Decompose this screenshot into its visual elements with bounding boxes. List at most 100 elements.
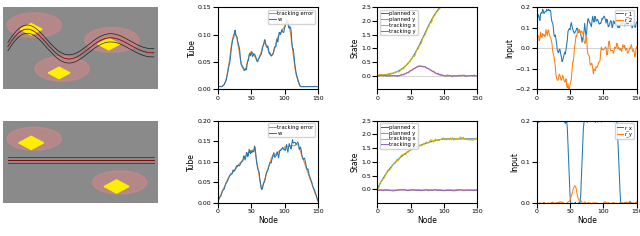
Line: planned y: planned y [377, 66, 477, 76]
planned x [440, 137, 448, 140]
tracking error [250, 149, 257, 152]
tracking y [409, 68, 417, 71]
tracking y [451, 190, 458, 192]
planned y [445, 74, 452, 77]
w [313, 195, 321, 198]
Line: tracking error: tracking error [218, 144, 318, 202]
tracking x [472, 137, 480, 139]
r_x [604, 119, 612, 122]
r_2 [569, 60, 577, 63]
r_2 [595, 61, 603, 64]
r_y [532, 201, 540, 204]
planned y [473, 74, 481, 77]
w [314, 85, 322, 88]
planned y [435, 73, 443, 76]
w [275, 156, 282, 159]
r_1 [532, 34, 540, 37]
planned x [436, 138, 444, 141]
tracking x [422, 141, 430, 143]
Legend: planned x, planned y, tracking x, tracking y: planned x, planned y, tracking x, tracki… [380, 10, 417, 35]
tracking y [415, 64, 423, 67]
tracking error [284, 145, 292, 148]
r_y [598, 203, 605, 206]
w [284, 18, 291, 21]
w [262, 46, 270, 48]
tracking y [473, 74, 481, 77]
Legend: tracking error, w: tracking error, w [268, 10, 316, 24]
planned x [422, 30, 430, 33]
planned y [434, 189, 442, 191]
Ellipse shape [7, 13, 61, 38]
planned y [456, 188, 463, 191]
r_x [570, 204, 578, 206]
tracking error [262, 172, 270, 175]
r_x [583, 120, 591, 123]
r_2 [598, 46, 605, 48]
r_x [598, 121, 605, 123]
planned y [474, 188, 481, 191]
Polygon shape [20, 24, 42, 35]
Line: r_2: r_2 [536, 29, 637, 89]
tracking y [436, 189, 444, 192]
tracking y [456, 188, 463, 191]
r_1 [595, 21, 603, 24]
Line: tracking x: tracking x [377, 0, 477, 76]
Legend: planned x, planned y, tracking x, tracking y: planned x, planned y, tracking x, tracki… [380, 123, 417, 149]
Line: r_y: r_y [536, 186, 637, 205]
Ellipse shape [93, 171, 147, 194]
Polygon shape [104, 180, 129, 193]
tracking y [423, 67, 431, 70]
Line: w: w [218, 140, 318, 202]
r_y [583, 202, 591, 205]
tracking y [444, 74, 452, 76]
planned y [424, 67, 431, 70]
tracking x [373, 74, 381, 77]
planned y [440, 189, 448, 192]
r_x [532, 160, 540, 163]
Line: w: w [218, 19, 318, 87]
Legend: r_x, r_y: r_x, r_y [615, 123, 634, 139]
tracking error [214, 85, 221, 88]
tracking error [262, 44, 270, 46]
r_2 [574, 28, 582, 31]
r_x [632, 202, 640, 205]
tracking x [438, 5, 445, 8]
w [214, 85, 221, 88]
Y-axis label: Tube: Tube [188, 39, 196, 57]
w [262, 171, 270, 173]
r_1 [604, 25, 612, 28]
r_2 [532, 39, 540, 42]
Ellipse shape [84, 28, 139, 52]
tracking y [438, 74, 445, 77]
Y-axis label: Input: Input [510, 152, 519, 172]
w [277, 31, 285, 34]
Legend: tracking error, w: tracking error, w [268, 123, 316, 137]
planned y [473, 189, 481, 191]
r_1 [545, 8, 552, 11]
tracking error [285, 23, 292, 25]
r_y [571, 184, 579, 187]
planned y [410, 67, 417, 70]
tracking error [250, 52, 257, 55]
tracking x [444, 138, 451, 141]
tracking error [314, 85, 322, 88]
tracking error [214, 200, 221, 203]
Y-axis label: State: State [351, 38, 360, 59]
tracking error [275, 34, 282, 37]
planned x [436, 5, 444, 8]
r_1 [633, 21, 640, 24]
w [275, 36, 282, 39]
r_y [632, 201, 640, 204]
tracking error [314, 200, 322, 203]
r_2 [565, 88, 573, 91]
tracking x [436, 138, 444, 141]
planned y [444, 189, 452, 192]
tracking x [435, 8, 442, 11]
Legend: r_1, r_2: r_1, r_2 [615, 10, 634, 25]
tracking x [409, 148, 417, 151]
tracking error [313, 196, 321, 198]
r_y [569, 190, 577, 193]
Ellipse shape [7, 127, 61, 150]
Polygon shape [19, 136, 44, 149]
tracking x [474, 138, 481, 141]
